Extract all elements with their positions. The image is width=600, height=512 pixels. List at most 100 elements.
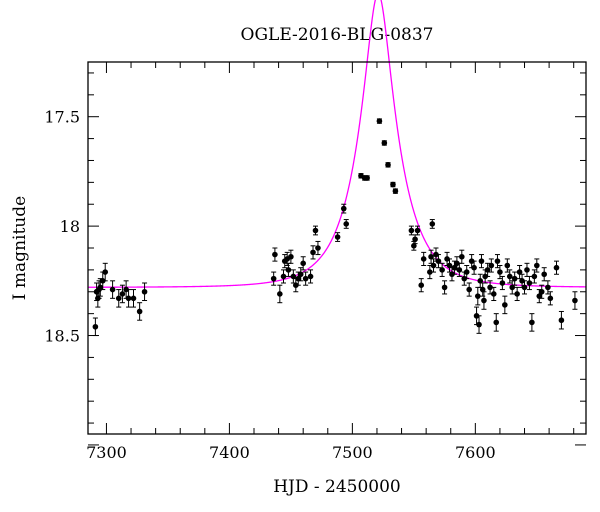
data-point — [340, 203, 347, 214]
point-marker — [439, 267, 445, 273]
point-marker — [488, 262, 495, 269]
point-marker — [340, 205, 347, 212]
data-point — [572, 291, 578, 310]
data-point — [381, 140, 388, 146]
point-marker — [270, 275, 277, 282]
x-tick-label: 7400 — [209, 443, 250, 462]
data-point — [376, 118, 383, 124]
data-point — [481, 291, 487, 310]
data-point — [526, 275, 533, 291]
point-marker — [514, 291, 520, 297]
point-marker — [376, 118, 383, 124]
point-marker — [343, 221, 350, 227]
data-point — [478, 254, 485, 269]
point-marker — [102, 269, 109, 275]
point-marker — [302, 275, 309, 282]
point-marker — [481, 297, 487, 304]
point-marker — [334, 234, 341, 240]
data-point — [516, 265, 523, 280]
point-marker — [526, 280, 533, 286]
data-point — [307, 269, 314, 284]
point-marker — [493, 319, 500, 326]
data-point — [130, 289, 137, 308]
data-point — [385, 162, 391, 168]
point-marker — [529, 319, 535, 326]
point-marker — [119, 291, 126, 297]
data-point — [288, 249, 294, 264]
data-point — [420, 251, 427, 267]
point-marker — [315, 245, 321, 251]
point-marker — [466, 286, 472, 293]
data-point — [502, 295, 508, 315]
point-marker — [478, 258, 485, 264]
point-marker — [553, 264, 560, 271]
data-point — [474, 286, 481, 306]
data-point — [446, 258, 453, 273]
y-tick-label: 17.5 — [44, 108, 80, 127]
point-marker — [430, 262, 437, 269]
data-point — [534, 258, 540, 273]
point-marker — [310, 249, 316, 256]
data-point — [463, 265, 470, 280]
point-marker — [418, 282, 425, 289]
data-point — [334, 232, 341, 242]
data-point — [514, 286, 520, 302]
point-marker — [414, 227, 421, 234]
point-marker — [412, 236, 418, 243]
data-point — [435, 254, 442, 269]
data-point — [441, 280, 448, 295]
point-marker — [285, 267, 292, 273]
data-point — [414, 225, 421, 236]
point-marker — [290, 273, 297, 280]
data-points-layer — [92, 118, 578, 337]
point-marker — [411, 243, 417, 249]
plot-frame — [87, 61, 587, 435]
point-marker — [97, 284, 104, 291]
point-marker — [558, 317, 565, 324]
point-marker — [408, 227, 415, 234]
point-marker — [429, 221, 436, 227]
data-point — [102, 262, 109, 282]
data-point — [115, 289, 122, 308]
data-point — [364, 175, 370, 181]
point-marker — [272, 251, 278, 258]
point-marker — [451, 264, 458, 271]
point-marker — [524, 267, 530, 273]
point-marker — [484, 267, 491, 273]
point-marker — [288, 253, 294, 260]
data-point — [408, 225, 415, 236]
point-marker — [541, 271, 547, 278]
point-marker — [494, 258, 501, 264]
point-marker — [476, 321, 482, 328]
point-marker — [307, 273, 314, 280]
data-point — [270, 271, 277, 286]
data-point — [541, 267, 547, 282]
x-tick-label: 7600 — [455, 443, 496, 462]
point-marker — [509, 284, 516, 291]
point-marker — [390, 181, 396, 188]
point-marker — [504, 262, 511, 269]
point-marker — [312, 227, 319, 234]
data-point — [315, 240, 321, 256]
point-marker — [463, 269, 470, 275]
y-axis-label: I magnitude — [10, 196, 30, 300]
point-marker — [497, 269, 503, 275]
point-marker — [502, 302, 508, 308]
data-point — [547, 291, 554, 306]
data-point — [411, 240, 417, 251]
point-marker — [392, 188, 399, 194]
y-tick-label: 18 — [60, 217, 80, 236]
point-marker — [136, 308, 143, 315]
data-point — [427, 265, 433, 280]
point-marker — [474, 293, 481, 299]
data-point — [511, 271, 518, 286]
data-point — [280, 269, 287, 284]
point-marker — [479, 286, 486, 293]
x-tick-label: 7300 — [86, 443, 127, 462]
point-marker — [125, 295, 132, 302]
data-point — [493, 313, 500, 332]
data-point — [553, 260, 560, 275]
data-point — [272, 247, 278, 262]
x-tick-label: 7500 — [332, 443, 373, 462]
